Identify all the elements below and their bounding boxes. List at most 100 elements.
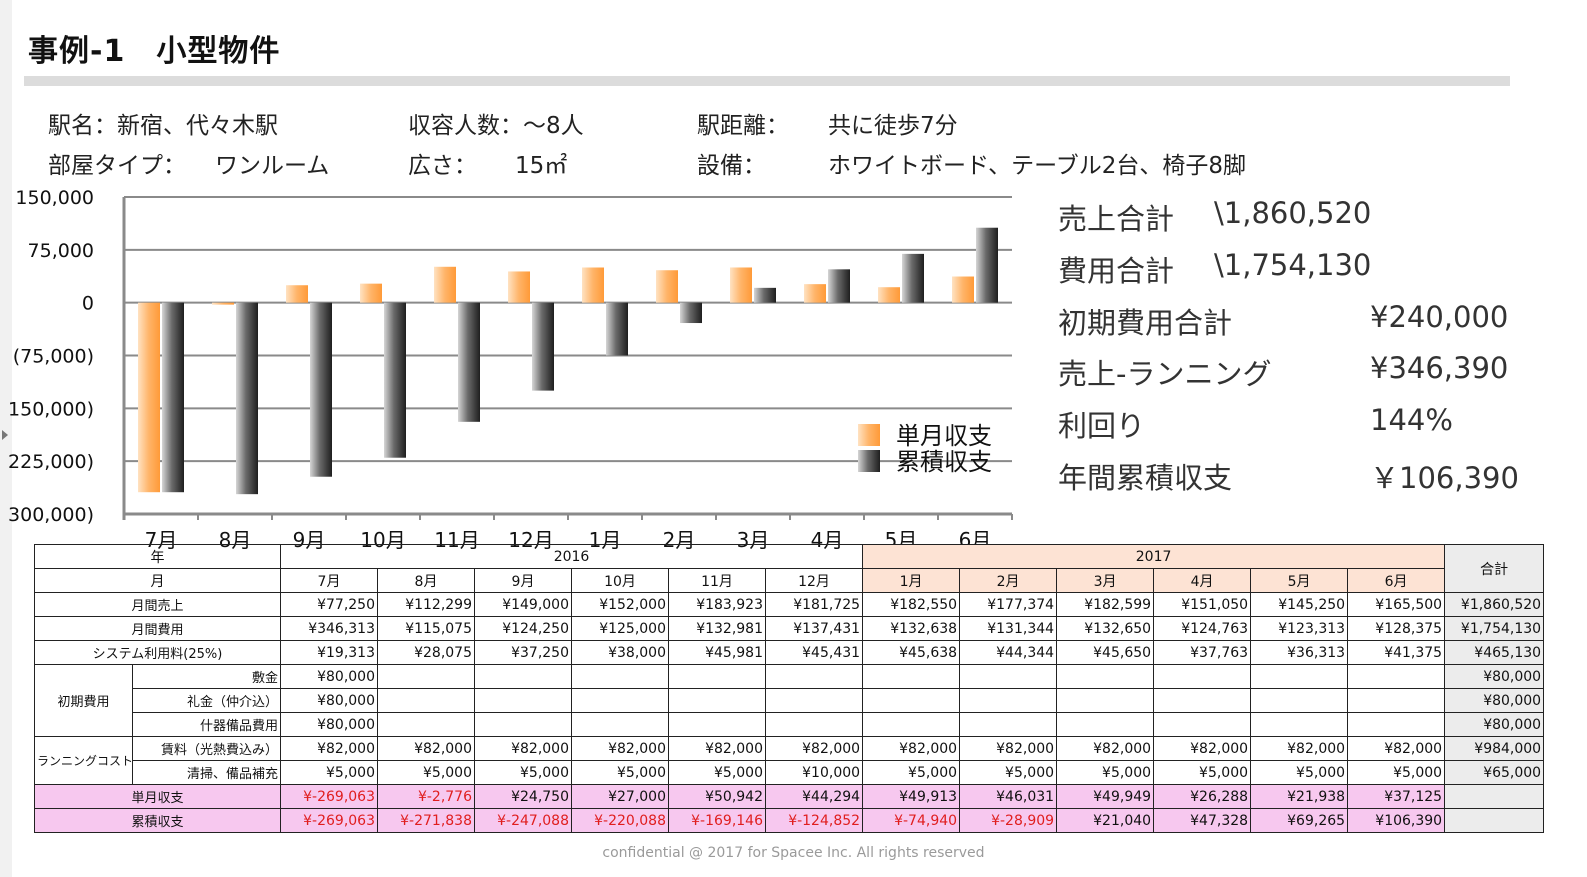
table-cell: ¥21,040 <box>1056 808 1155 833</box>
empty-cell <box>474 664 572 689</box>
empty-cell <box>959 688 1058 713</box>
table-cell: ¥181,725 <box>764 592 864 617</box>
table-cell: ¥82,000 <box>1250 736 1349 761</box>
y-tick-label: 225,000) <box>8 451 94 473</box>
table-cell: ¥49,949 <box>1056 784 1155 809</box>
table-cell: ¥-220,088 <box>571 808 669 833</box>
table-cell: ¥151,050 <box>1153 592 1252 617</box>
table-cell: ¥45,638 <box>862 640 961 665</box>
cumulative-balance-bar <box>828 269 850 303</box>
table-cell: ¥124,250 <box>474 616 572 641</box>
table-cell: ¥27,000 <box>571 784 669 809</box>
table-cell: ¥19,313 <box>280 640 378 665</box>
table-cell: ¥165,500 <box>1347 592 1446 617</box>
monthly-balance-bar <box>878 287 900 303</box>
summary-label: 年間累積収支 <box>1058 461 1233 495</box>
empty-cell <box>668 688 766 713</box>
table-cell: ¥5,000 <box>280 760 378 785</box>
monthly-balance-bar <box>952 276 974 303</box>
y-tick-label: 150,000) <box>8 398 94 420</box>
summary-label: 費用合計 <box>1058 254 1175 288</box>
monthly-balance-bar <box>730 267 752 303</box>
footer-copyright: confidential @ 2017 for Spacee Inc. All … <box>602 845 985 861</box>
empty-cell <box>1153 688 1252 713</box>
empty-cell <box>764 712 864 737</box>
left-edge-strip <box>0 0 12 877</box>
row-label: 清掃、備品補充 <box>132 760 281 785</box>
balance-bar-chart: 150,000 75,000 0 (75,000) 150,000) 225,000) 30… <box>8 187 1013 552</box>
capacity-info: 収容人数：～8人 <box>408 113 584 139</box>
empty-cell <box>1347 688 1446 713</box>
cumulative-balance-bar <box>162 302 184 493</box>
row-label: 月間売上 <box>34 592 281 617</box>
month-cell: 12月 <box>764 568 864 593</box>
table-cell: ¥5,000 <box>959 760 1058 785</box>
table-cell: ¥46,031 <box>959 784 1058 809</box>
y-tick-label: 0 <box>82 293 94 315</box>
table-cell: ¥69,265 <box>1250 808 1349 833</box>
month-row: 月 7月 8月 9月 10月 11月 12月 1月 2月 3月 4月 5月 6月 <box>34 568 1544 593</box>
total-cell: ¥1,754,130 <box>1444 616 1545 641</box>
total-header: 合計 <box>1444 544 1545 593</box>
row-label: 累積収支 <box>34 808 281 833</box>
cumulative-balance-bar <box>606 302 628 356</box>
table-cell: ¥26,288 <box>1153 784 1252 809</box>
table-cell: ¥-269,063 <box>280 808 378 833</box>
total-cell: ¥65,000 <box>1444 760 1545 785</box>
empty-cell <box>1347 712 1446 737</box>
empty-cell <box>474 688 572 713</box>
table-cell: ¥5,000 <box>1153 760 1252 785</box>
month-cell: 7月 <box>280 568 378 593</box>
year-2016: 2016 <box>279 544 864 569</box>
cumulative-balance-bar <box>902 253 924 303</box>
month-cell: 3月 <box>1056 568 1155 593</box>
table-cell: ¥-169,146 <box>668 808 766 833</box>
table-cell: ¥45,981 <box>668 640 766 665</box>
empty-cell <box>571 688 669 713</box>
table-cell: ¥80,000 <box>280 712 378 737</box>
month-cell: 11月 <box>668 568 766 593</box>
row-label: 月間費用 <box>34 616 281 641</box>
empty-cell <box>1153 712 1252 737</box>
table-cell: ¥5,000 <box>1056 760 1155 785</box>
area-label: 広さ： <box>408 153 477 179</box>
empty-cell <box>764 688 864 713</box>
table-cell: ¥5,000 <box>377 760 475 785</box>
table-cell: ¥44,344 <box>959 640 1058 665</box>
table-cell: ¥24,750 <box>474 784 572 809</box>
empty-cell <box>862 688 961 713</box>
table-cell: ¥82,000 <box>280 736 378 761</box>
summary-label: 利回り <box>1058 409 1146 443</box>
table-cell: ¥82,000 <box>959 736 1058 761</box>
total-cell: ¥465,130 <box>1444 640 1545 665</box>
monthly-balance-bar <box>804 284 826 303</box>
table-cell: ¥82,000 <box>862 736 961 761</box>
month-cell: 4月 <box>1153 568 1252 593</box>
table-cell: ¥125,000 <box>571 616 669 641</box>
table-cell: ¥5,000 <box>571 760 669 785</box>
y-tick-label: 150,000 <box>15 187 94 209</box>
summary-value: ￥106,390 <box>1370 461 1519 495</box>
table-cell: ¥124,763 <box>1153 616 1252 641</box>
table-cell: ¥82,000 <box>1056 736 1155 761</box>
table-cell: ¥10,000 <box>764 760 864 785</box>
table-cell: ¥44,294 <box>764 784 864 809</box>
cumulative-balance-bar <box>754 287 776 303</box>
distance-label: 駅距離： <box>697 113 789 139</box>
total-cell <box>1444 808 1545 833</box>
table-cell: ¥-247,088 <box>474 808 572 833</box>
table-cell: ¥21,938 <box>1250 784 1349 809</box>
empty-cell <box>862 664 961 689</box>
empty-cell <box>571 664 669 689</box>
table-row: 累積収支 ¥-269,063 ¥-271,838 ¥-247,088 ¥-220,088… <box>34 808 1545 833</box>
summary-value: \1,754,130 <box>1214 248 1372 282</box>
room-type-label: 部屋タイプ： <box>48 153 186 179</box>
row-label: 什器備品費用 <box>132 712 281 737</box>
y-tick-label: 75,000 <box>28 240 94 262</box>
expand-arrow-icon[interactable] <box>2 430 8 440</box>
table-row: 清掃、備品補充 ¥5,000 ¥5,000 ¥5,000 ¥5,000 ¥5,000 ¥10… <box>35 760 1545 785</box>
row-label: 単月収支 <box>34 784 281 809</box>
month-header: 月 <box>34 568 281 593</box>
table-cell: ¥115,075 <box>377 616 475 641</box>
month-cell: 5月 <box>1250 568 1349 593</box>
